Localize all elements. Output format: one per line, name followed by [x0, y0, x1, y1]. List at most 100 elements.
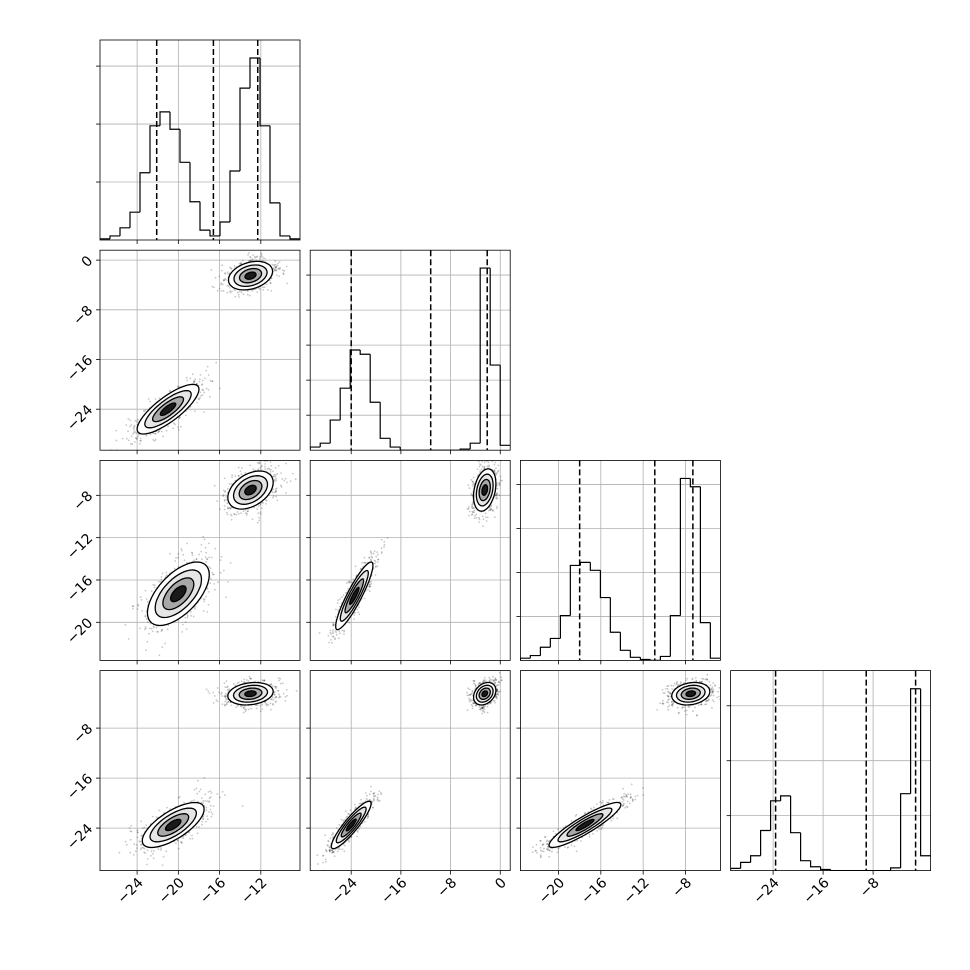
histogram-step: [559, 614, 571, 639]
sample-point: [172, 427, 175, 430]
sample-point: [374, 560, 377, 563]
sample-point: [256, 291, 259, 293]
sample-point: [501, 479, 503, 482]
sample-point: [225, 278, 227, 281]
sample-point: [274, 263, 277, 266]
sample-point: [150, 627, 153, 630]
sample-point: [375, 565, 377, 568]
sample-point: [246, 512, 248, 515]
sample-point: [141, 610, 143, 612]
sample-point: [467, 484, 470, 486]
sample-point: [216, 687, 219, 689]
sample-point: [252, 468, 255, 471]
sample-point: [229, 507, 232, 510]
sample-point: [226, 689, 229, 691]
sample-point: [285, 265, 288, 268]
histogram-step: [259, 57, 270, 127]
sample-point: [488, 465, 490, 468]
sample-point: [226, 686, 229, 689]
sample-point: [257, 468, 260, 471]
sample-point: [274, 260, 277, 262]
sample-point: [273, 267, 275, 270]
sample-point: [144, 614, 147, 617]
sample-point: [498, 482, 501, 485]
sample-point: [236, 291, 239, 294]
histogram-step: [399, 447, 411, 451]
sample-point: [338, 605, 341, 608]
sample-point: [368, 586, 371, 588]
sample-point: [162, 435, 164, 438]
sample-point: [274, 696, 276, 699]
panel-frame: [99, 459, 301, 661]
sample-point: [144, 626, 147, 628]
sample-point: [249, 256, 251, 258]
sample-point: [225, 695, 228, 697]
sample-point: [336, 602, 339, 604]
sample-point: [132, 433, 134, 435]
sample-point: [158, 430, 161, 433]
sample-point: [218, 287, 221, 290]
sample-point: [261, 255, 263, 258]
sample-point: [497, 464, 500, 467]
sample-point: [230, 704, 233, 707]
sample-point: [372, 552, 375, 555]
sample-point: [489, 509, 491, 511]
sample-point: [495, 495, 498, 497]
sample-point: [219, 559, 222, 562]
sample-point: [491, 460, 494, 463]
sample-point: [208, 692, 211, 695]
y-tick-label: −8: [70, 303, 96, 329]
sample-point: [134, 437, 137, 439]
sample-point: [340, 596, 343, 599]
sample-point: [354, 565, 357, 568]
sample-point: [274, 686, 277, 688]
sample-point: [479, 470, 481, 472]
sample-point: [245, 679, 248, 681]
sample-point: [223, 498, 226, 501]
sample-point: [468, 514, 470, 517]
sample-point: [332, 622, 335, 624]
histogram-panel: [520, 460, 721, 661]
histogram-step: [139, 172, 150, 213]
sample-point: [484, 512, 487, 515]
sample-point: [279, 266, 282, 269]
sample-point: [363, 556, 366, 559]
sample-point: [282, 273, 285, 276]
sample-point: [260, 464, 263, 467]
histogram-step: [479, 267, 491, 444]
sample-point: [273, 473, 276, 476]
sample-point: [370, 559, 373, 562]
sample-point: [186, 542, 189, 545]
sample-point: [471, 480, 474, 483]
sample-point: [224, 490, 227, 492]
histogram-step: [599, 570, 611, 599]
sample-point: [263, 286, 266, 288]
sample-point: [271, 703, 274, 705]
sample-point: [269, 282, 272, 285]
sample-point: [219, 571, 222, 574]
sample-point: [216, 700, 219, 703]
sample-point: [201, 388, 204, 391]
sample-point: [275, 274, 278, 277]
sample-point: [367, 588, 369, 591]
sample-point: [252, 254, 255, 256]
sample-point: [193, 380, 195, 383]
sample-point: [254, 257, 257, 259]
sample-point: [154, 398, 157, 400]
sample-point: [277, 689, 279, 692]
sample-point: [220, 269, 223, 272]
sample-point: [224, 277, 227, 280]
sample-point: [144, 615, 147, 618]
sample-point: [274, 475, 277, 478]
histogram-step: [520, 657, 531, 661]
sample-point: [204, 377, 206, 380]
sample-point: [275, 269, 278, 271]
sample-point: [178, 417, 181, 419]
sample-point: [182, 623, 184, 626]
sample-point: [231, 290, 233, 293]
sample-point: [226, 291, 229, 294]
sample-point: [270, 683, 273, 685]
sample-point: [250, 677, 252, 680]
sample-point: [281, 682, 284, 685]
